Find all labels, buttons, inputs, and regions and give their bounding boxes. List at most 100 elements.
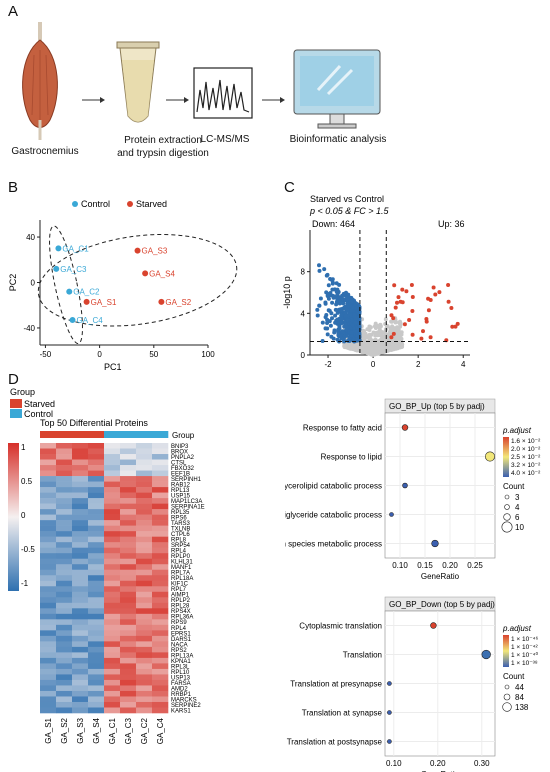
heatmap-cell bbox=[152, 470, 169, 477]
x-tick-label: 0.30 bbox=[474, 759, 490, 768]
heatmap-cell bbox=[72, 580, 89, 587]
volcano-point bbox=[339, 336, 344, 341]
heatmap-cell bbox=[104, 503, 121, 510]
heatmap-cell bbox=[72, 487, 89, 493]
volcano-point bbox=[409, 283, 414, 287]
pca-point-label: GA_S3 bbox=[142, 247, 168, 256]
heatmap-column-label: GA_S1 bbox=[44, 717, 53, 743]
heatmap-cell bbox=[152, 498, 169, 504]
legend-color-tick: 2.5 × 10⁻² bbox=[511, 454, 541, 461]
heatmap-cell bbox=[152, 701, 169, 708]
go-term-dot bbox=[387, 681, 392, 686]
heatmap-cell bbox=[40, 597, 57, 604]
go-term-dot bbox=[431, 539, 439, 548]
volcano-point bbox=[363, 332, 368, 336]
heatmap-cell bbox=[56, 690, 73, 697]
heatmap-cell bbox=[104, 613, 121, 620]
dotplot-title: GO_BP_Up (top 5 by padj) bbox=[389, 402, 485, 411]
legend-size-tick: 138 bbox=[515, 703, 529, 712]
heatmap-row-label: KARS1 bbox=[171, 708, 191, 714]
heatmap-cell bbox=[56, 624, 73, 631]
y-tick-label: 0 bbox=[31, 279, 36, 288]
heatmap-cell bbox=[72, 679, 89, 686]
heatmap-cell bbox=[136, 558, 153, 565]
heatmap-cell bbox=[88, 509, 105, 515]
heatmap-cell bbox=[88, 536, 105, 543]
volcano-point bbox=[375, 333, 380, 338]
heatmap-cell bbox=[56, 619, 73, 626]
heatmap-cell bbox=[56, 663, 73, 670]
x-tick-label: 2 bbox=[416, 360, 421, 369]
volcano-point bbox=[428, 335, 433, 340]
heatmap-cell bbox=[152, 608, 169, 615]
heatmap-cell bbox=[152, 668, 169, 675]
heatmap-cell bbox=[104, 641, 121, 648]
arrow-icon bbox=[166, 97, 189, 103]
legend-marker bbox=[127, 201, 133, 207]
heatmap-cell bbox=[120, 553, 137, 560]
heatmap-cell bbox=[40, 608, 57, 615]
go-term-dot bbox=[387, 739, 392, 744]
heatmap-cell bbox=[88, 525, 105, 532]
heatmap-row-label: SERPINH1 bbox=[171, 477, 202, 483]
heatmap-cell bbox=[40, 525, 57, 532]
heatmap-cell bbox=[104, 492, 121, 499]
volcano-point bbox=[345, 308, 350, 313]
heatmap-cell bbox=[104, 679, 121, 686]
volcano-point bbox=[334, 281, 339, 286]
heatmap-cell bbox=[152, 443, 169, 449]
volcano-point bbox=[353, 320, 358, 325]
heatmap-cell bbox=[56, 591, 73, 598]
volcano-point bbox=[385, 324, 390, 329]
heatmap-cell bbox=[72, 443, 89, 449]
heatmap-cell bbox=[136, 630, 153, 637]
heatmap-cell bbox=[120, 536, 137, 543]
heatmap-cell bbox=[72, 707, 89, 714]
heatmap-cell bbox=[152, 476, 169, 482]
heatmap-cell bbox=[40, 454, 57, 460]
heatmap-cell bbox=[88, 470, 105, 477]
heatmap-cell bbox=[40, 674, 57, 681]
heatmap-cell bbox=[136, 641, 153, 648]
pca-point-label: GA_C3 bbox=[60, 265, 87, 274]
heatmap-cell bbox=[104, 509, 121, 515]
volcano-point bbox=[378, 341, 383, 346]
heatmap-cell bbox=[120, 542, 137, 548]
heatmap-cell bbox=[136, 663, 153, 670]
color-scale-tick-label: -0.5 bbox=[21, 545, 35, 554]
heatmap-cell bbox=[88, 459, 105, 466]
heatmap-cell bbox=[136, 448, 153, 455]
heatmap-row-label: SERPINE2 bbox=[171, 703, 201, 709]
heatmap-cell bbox=[40, 531, 57, 537]
heatmap-cell bbox=[104, 663, 121, 670]
heatmap-row-label: MARCKS bbox=[171, 697, 197, 703]
color-scale-tick-label: 0.5 bbox=[21, 477, 33, 486]
heatmap-cell bbox=[120, 481, 137, 488]
heatmap-cell bbox=[40, 663, 57, 670]
volcano-point bbox=[325, 321, 330, 325]
heatmap-cell bbox=[40, 542, 57, 548]
heatmap-cell bbox=[136, 701, 153, 708]
heatmap-cell bbox=[152, 630, 169, 637]
heatmap-cell bbox=[40, 679, 57, 686]
heatmap-cell bbox=[88, 443, 105, 449]
pca-point bbox=[158, 298, 165, 305]
volcano-point bbox=[350, 305, 355, 310]
volcano-point bbox=[402, 322, 407, 327]
heatmap-cell bbox=[40, 558, 57, 565]
heatmap-cell bbox=[136, 646, 153, 653]
heatmap-cell bbox=[72, 525, 89, 532]
heatmap-cell bbox=[136, 602, 153, 609]
heatmap-cell bbox=[56, 602, 73, 609]
heatmap-cell bbox=[104, 635, 121, 642]
heatmap-cell bbox=[56, 685, 73, 692]
go-term-label: Triglyceride catabolic process bbox=[285, 511, 382, 520]
heatmap-column-label: GA_C1 bbox=[108, 717, 117, 744]
volcano-point bbox=[320, 320, 325, 325]
down-count-label: Down: 464 bbox=[312, 219, 355, 229]
heatmap-row-label: RPL8 bbox=[171, 538, 187, 544]
heatmap-cell bbox=[88, 624, 105, 631]
heatmap-cell bbox=[40, 476, 57, 482]
volcano-point bbox=[356, 343, 360, 348]
